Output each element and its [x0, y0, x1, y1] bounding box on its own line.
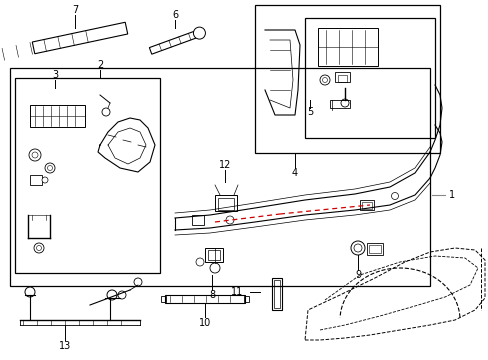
- Text: 4: 4: [291, 168, 298, 178]
- Circle shape: [391, 193, 398, 199]
- Text: 1: 1: [448, 190, 454, 200]
- Bar: [244, 296, 248, 302]
- Bar: [15, 78, 160, 273]
- Text: 3: 3: [52, 70, 58, 80]
- Circle shape: [32, 152, 38, 158]
- Polygon shape: [149, 30, 200, 54]
- Bar: [334, 72, 349, 82]
- Bar: [164, 295, 244, 303]
- Circle shape: [193, 27, 205, 39]
- Text: 7: 7: [72, 5, 78, 15]
- Circle shape: [209, 263, 220, 273]
- Text: 8: 8: [208, 290, 215, 300]
- Bar: [273, 280, 280, 308]
- Bar: [254, 5, 439, 153]
- Circle shape: [47, 166, 52, 171]
- Circle shape: [350, 241, 364, 255]
- Text: 6: 6: [172, 10, 178, 20]
- Circle shape: [45, 163, 55, 173]
- Text: 11: 11: [230, 287, 243, 297]
- Circle shape: [34, 243, 44, 253]
- Bar: [207, 250, 220, 260]
- Bar: [305, 18, 434, 138]
- Circle shape: [353, 244, 361, 252]
- Bar: [366, 243, 382, 255]
- Bar: [337, 75, 346, 82]
- Circle shape: [196, 258, 203, 266]
- Circle shape: [319, 75, 329, 85]
- Text: 12: 12: [218, 160, 231, 170]
- Circle shape: [118, 291, 126, 299]
- Bar: [368, 245, 380, 253]
- Circle shape: [25, 287, 35, 297]
- Bar: [10, 68, 429, 286]
- Text: 13: 13: [59, 341, 71, 351]
- Circle shape: [107, 290, 117, 300]
- Circle shape: [37, 246, 41, 251]
- Text: 9: 9: [354, 270, 360, 280]
- Circle shape: [134, 278, 142, 286]
- Bar: [218, 198, 234, 210]
- Text: 2: 2: [97, 60, 103, 70]
- Bar: [317, 28, 377, 66]
- Bar: [30, 105, 85, 127]
- Polygon shape: [32, 22, 127, 54]
- Bar: [329, 100, 349, 108]
- Text: 10: 10: [199, 318, 211, 328]
- Bar: [271, 278, 282, 310]
- Bar: [30, 175, 42, 185]
- Circle shape: [340, 99, 348, 107]
- Text: 5: 5: [306, 107, 312, 117]
- Circle shape: [102, 108, 110, 116]
- Bar: [215, 195, 237, 211]
- Bar: [204, 248, 223, 262]
- Bar: [359, 200, 373, 210]
- Bar: [192, 215, 203, 225]
- Circle shape: [42, 177, 48, 183]
- Bar: [361, 202, 371, 209]
- Circle shape: [225, 216, 234, 224]
- Circle shape: [322, 77, 327, 82]
- Circle shape: [29, 149, 41, 161]
- Bar: [161, 296, 165, 302]
